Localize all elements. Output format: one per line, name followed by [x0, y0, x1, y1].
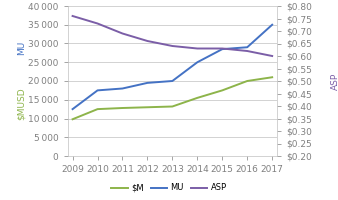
Text: ASP: ASP — [331, 72, 338, 90]
Text: $MUSD: $MUSD — [17, 87, 26, 120]
Text: MU: MU — [17, 41, 26, 55]
Legend: $M, MU, ASP: $M, MU, ASP — [108, 180, 230, 196]
